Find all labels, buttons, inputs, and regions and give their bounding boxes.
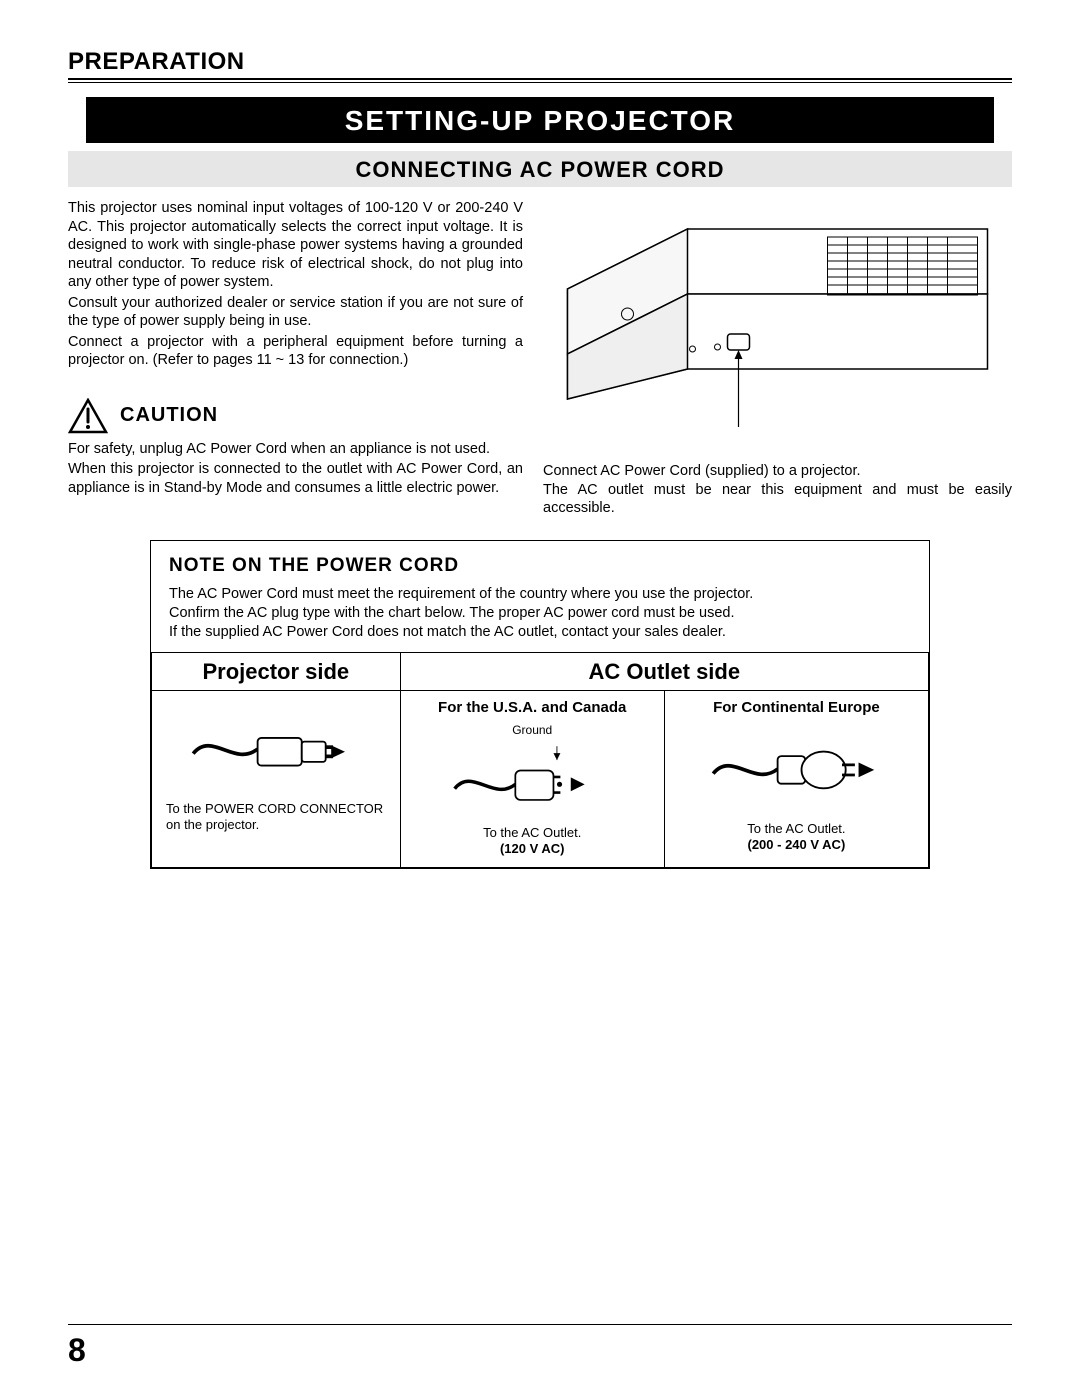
usa-plug-caption: To the AC Outlet. bbox=[415, 825, 650, 841]
page-number: 8 bbox=[68, 1332, 86, 1369]
projector-plug-caption: To the POWER CORD CONNECTOR on the proje… bbox=[166, 801, 386, 832]
caution-header: CAUTION bbox=[68, 398, 523, 434]
intro-two-column: This projector uses nominal input voltag… bbox=[68, 199, 1012, 518]
europe-title: For Continental Europe bbox=[679, 699, 914, 717]
europe-plug-caption: To the AC Outlet. bbox=[679, 821, 914, 837]
note-inner: NOTE ON THE POWER CORD The AC Power Cord… bbox=[151, 541, 929, 652]
caution-paragraph-2: When this projector is connected to the … bbox=[68, 460, 523, 497]
usa-title: For the U.S.A. and Canada bbox=[415, 699, 650, 717]
illustration-caption-1: Connect AC Power Cord (supplied) to a pr… bbox=[543, 462, 1012, 481]
note-line-2: Confirm the AC plug type with the chart … bbox=[169, 604, 911, 623]
intro-right-column: Connect AC Power Cord (supplied) to a pr… bbox=[543, 199, 1012, 518]
cell-usa: For the U.S.A. and Canada Ground To the … bbox=[400, 691, 664, 868]
europe-plug-illustration bbox=[704, 723, 888, 815]
intro-paragraph-3: Connect a projector with a peripheral eq… bbox=[68, 333, 523, 370]
intro-paragraph-1: This projector uses nominal input voltag… bbox=[68, 199, 523, 292]
cell-projector-side: To the POWER CORD CONNECTOR on the proje… bbox=[152, 691, 401, 868]
usa-plug-illustration bbox=[446, 741, 619, 819]
footer-rule bbox=[68, 1324, 1012, 1325]
illustration-caption-2: The AC outlet must be near this equipmen… bbox=[543, 481, 1012, 518]
section-header: PREPARATION bbox=[68, 48, 1012, 80]
intro-left-column: This projector uses nominal input voltag… bbox=[68, 199, 523, 518]
table-header-projector-side: Projector side bbox=[152, 653, 401, 691]
note-box: NOTE ON THE POWER CORD The AC Power Cord… bbox=[150, 540, 930, 869]
note-line-3: If the supplied AC Power Cord does not m… bbox=[169, 623, 911, 642]
caution-label: CAUTION bbox=[120, 404, 218, 427]
caution-icon bbox=[68, 398, 108, 434]
note-heading: NOTE ON THE POWER CORD bbox=[169, 555, 911, 577]
subtitle-bar: CONNECTING AC POWER CORD bbox=[68, 151, 1012, 187]
note-line-1: The AC Power Cord must meet the requirem… bbox=[169, 585, 911, 604]
intro-paragraph-2: Consult your authorized dealer or servic… bbox=[68, 294, 523, 331]
power-cord-table: Projector side AC Outlet side To the POW… bbox=[151, 652, 929, 868]
cell-europe: For Continental Europe To the AC Outlet.… bbox=[664, 691, 928, 868]
table-header-outlet-side: AC Outlet side bbox=[400, 653, 928, 691]
usa-ground-label: Ground bbox=[415, 723, 650, 737]
caution-paragraph-1: For safety, unplug AC Power Cord when an… bbox=[68, 440, 523, 459]
projector-illustration bbox=[543, 199, 1012, 449]
usa-voltage: (120 V AC) bbox=[415, 841, 650, 857]
section-rule bbox=[68, 82, 1012, 83]
projector-plug-illustration bbox=[184, 703, 368, 795]
title-bar: SETTING-UP PROJECTOR bbox=[86, 97, 994, 143]
europe-voltage: (200 - 240 V AC) bbox=[679, 837, 914, 853]
